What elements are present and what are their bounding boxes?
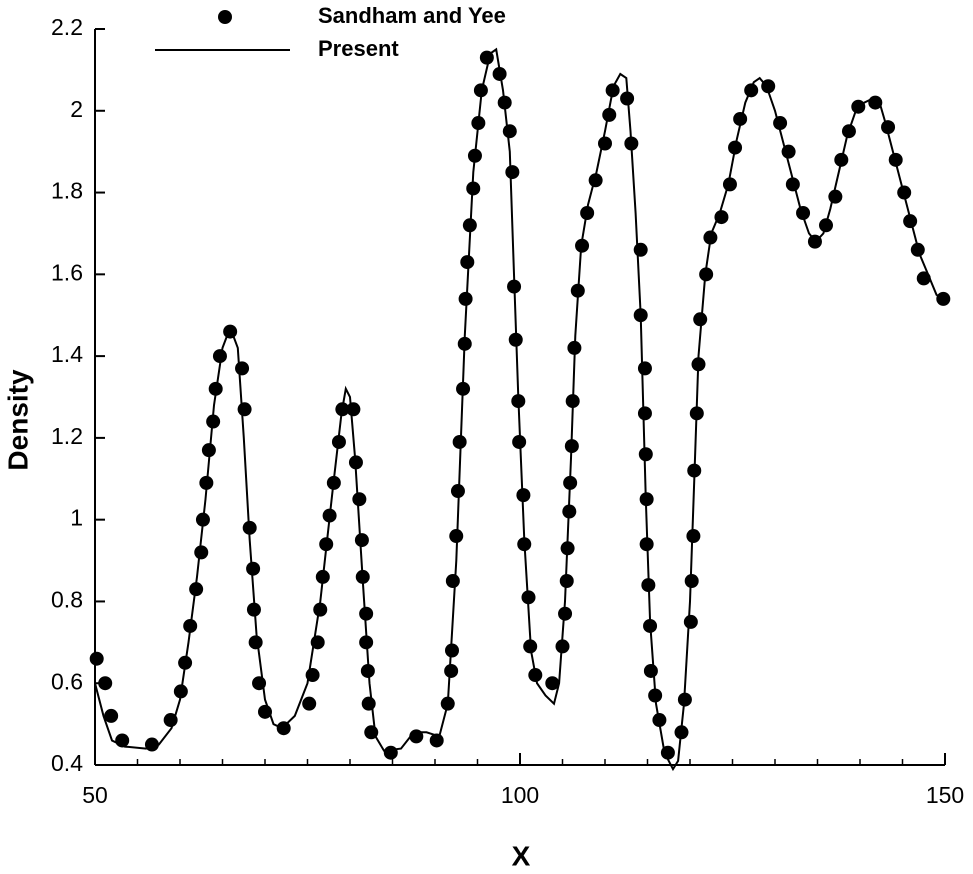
y-tick-label: 1.2: [51, 423, 83, 449]
data-point: [502, 124, 517, 139]
data-point: [346, 402, 361, 417]
data-point: [637, 361, 652, 376]
data-point: [104, 708, 119, 723]
data-point: [235, 361, 250, 376]
data-point: [383, 745, 398, 760]
data-point: [602, 107, 617, 122]
data-point: [881, 120, 896, 135]
data-point: [444, 663, 459, 678]
data-point: [588, 173, 603, 188]
data-point: [638, 447, 653, 462]
data-point: [452, 434, 467, 449]
y-tick-label: 0.4: [51, 750, 83, 776]
data-point: [633, 242, 648, 257]
y-tick-label: 1: [70, 505, 83, 531]
x-tick-label: 150: [926, 782, 964, 808]
x-tick-label: 50: [82, 782, 108, 808]
data-point: [445, 574, 460, 588]
data-point: [302, 696, 317, 711]
data-point: [643, 663, 658, 678]
legend-label: Present: [318, 36, 399, 61]
data-point: [785, 177, 800, 192]
data-point: [505, 165, 520, 180]
data-point: [460, 255, 475, 270]
x-tick-label: 100: [501, 782, 539, 808]
data-point: [445, 643, 459, 658]
data-point: [352, 492, 367, 507]
data-point: [796, 206, 811, 220]
data-point: [98, 676, 113, 691]
y-tick-label: 0.6: [51, 668, 83, 694]
y-tick-label: 2.2: [51, 14, 83, 40]
y-tick-label: 1.4: [51, 341, 83, 367]
y-tick-label: 2: [70, 96, 83, 122]
legend-marker: [218, 10, 232, 24]
data-point: [458, 291, 473, 306]
data-point: [714, 210, 729, 225]
data-point: [246, 561, 261, 576]
y-axis-title: Density: [2, 369, 33, 471]
data-point: [354, 533, 369, 548]
data-point: [361, 696, 376, 711]
data-point: [237, 402, 252, 417]
x-axis-title: X: [512, 840, 531, 871]
y-tick-label: 0.8: [51, 587, 83, 613]
data-point: [313, 602, 328, 617]
data-point: [851, 99, 866, 114]
data-point: [359, 606, 374, 621]
data-point: [248, 635, 263, 650]
data-point: [598, 136, 612, 151]
data-point: [429, 733, 444, 748]
y-tick-label: 1.8: [51, 178, 83, 204]
data-point: [89, 651, 104, 666]
y-tick-label: 1.6: [51, 259, 83, 285]
data-point: [693, 312, 708, 327]
legend-label: Sandham and Yee: [318, 3, 506, 28]
data-point: [683, 614, 698, 629]
present-line: [94, 47, 946, 772]
data-point: [512, 434, 527, 449]
data-point: [212, 349, 227, 364]
data-point: [686, 529, 701, 544]
data-point: [733, 111, 748, 126]
data-point: [637, 406, 652, 421]
data-point: [828, 189, 843, 204]
data-point: [545, 676, 560, 691]
data-point: [276, 721, 291, 736]
data-point: [201, 443, 216, 458]
data-point: [194, 545, 209, 560]
